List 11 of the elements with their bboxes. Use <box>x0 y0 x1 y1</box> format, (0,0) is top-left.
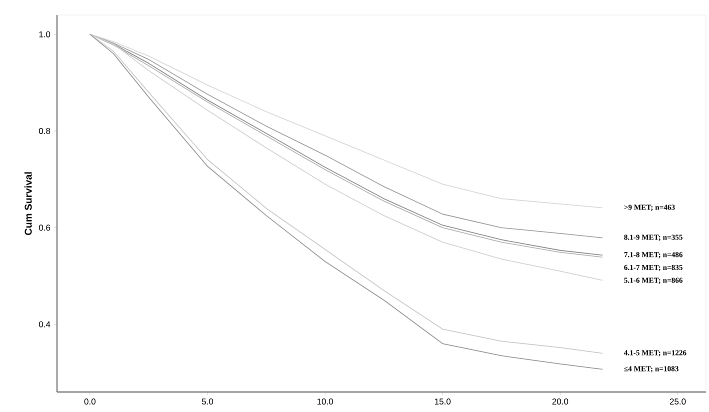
y-tick-label: 0.4 <box>38 321 50 328</box>
x-tick-label: 10.0 <box>317 398 334 405</box>
x-tick-label: 15.0 <box>435 398 451 405</box>
x-tick-label: 20.0 <box>552 398 568 405</box>
x-tick-label: 0.0 <box>84 398 96 405</box>
y-tick-label: 0.6 <box>38 224 50 231</box>
y-axis-title: Cum Survival <box>24 172 32 236</box>
x-tick-label: 25.0 <box>670 398 686 405</box>
x-tick-label: 5.0 <box>202 398 214 405</box>
y-tick-label: 0.8 <box>38 128 50 134</box>
y-tick-label: 1.0 <box>39 31 50 38</box>
